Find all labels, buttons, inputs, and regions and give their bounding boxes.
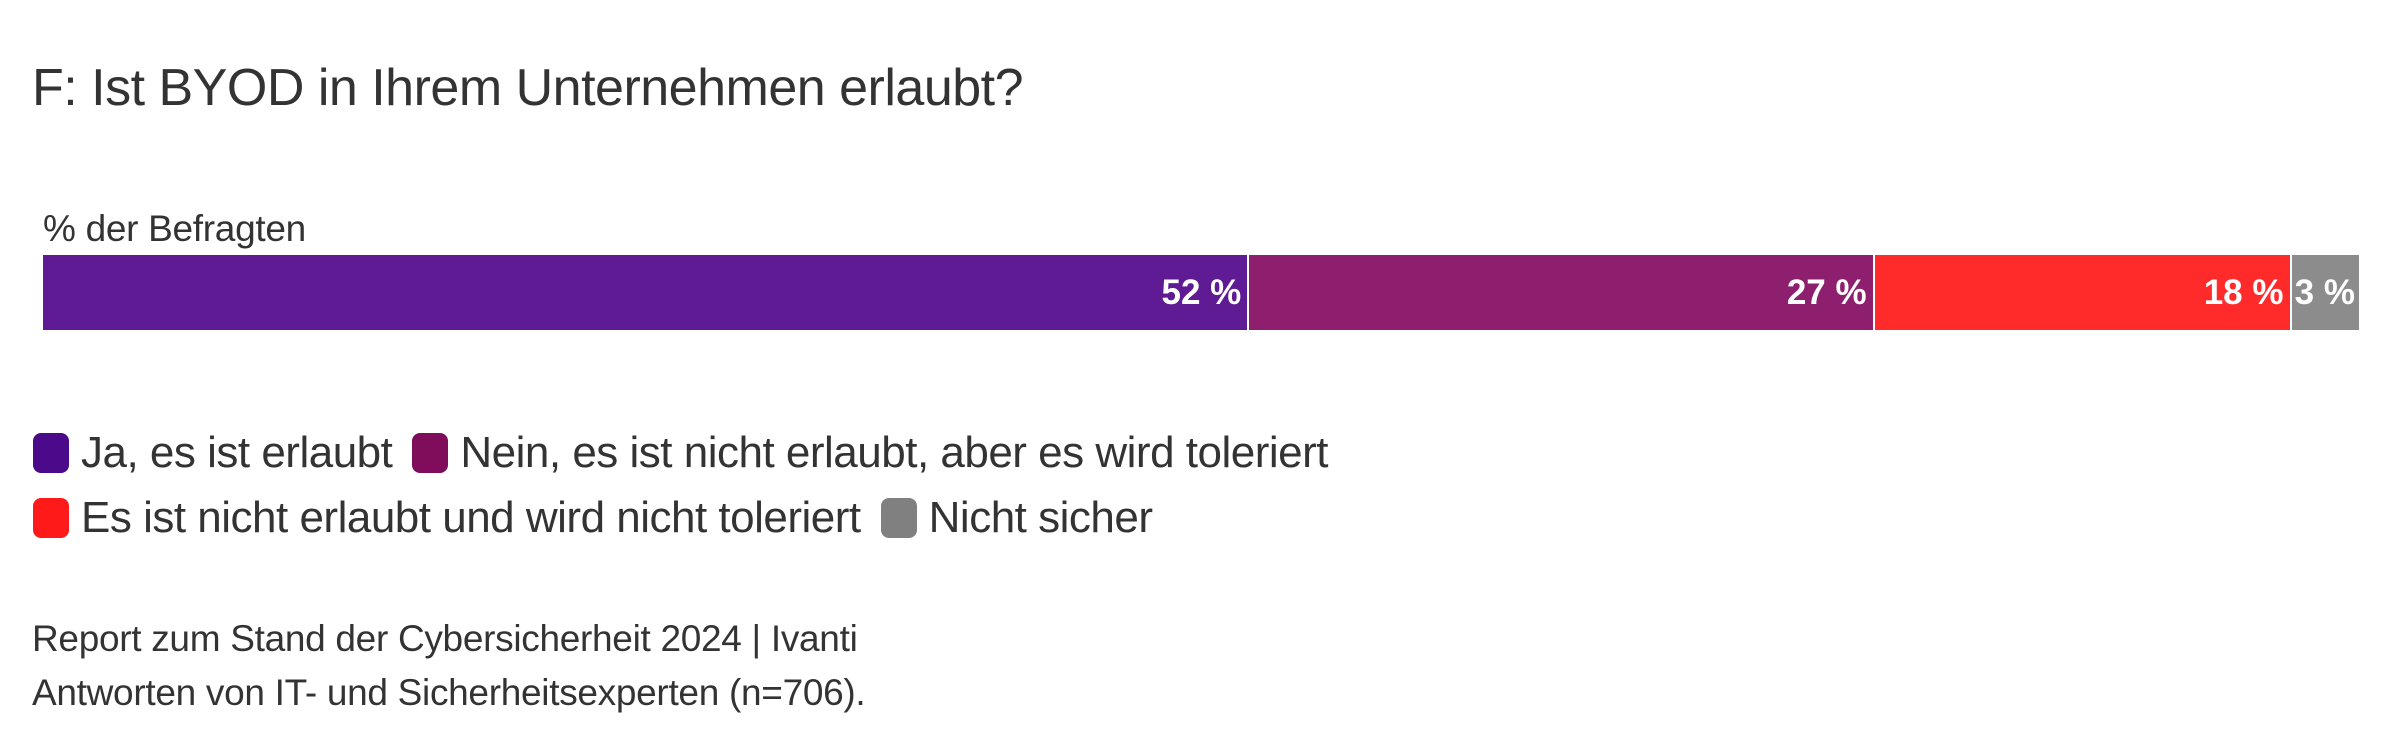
- legend-swatch: [412, 432, 449, 473]
- legend-label: Nicht sicher: [928, 492, 1153, 542]
- data-label: 52 %: [1161, 273, 1242, 312]
- data-label: 18 %: [2203, 273, 2284, 312]
- legend-swatch: [33, 432, 69, 473]
- legend-item-nein-toleriert[interactable]: Nein, es ist nicht erlaubt, aber es wird…: [412, 425, 1328, 481]
- legend-row: Es ist nicht erlaubt und wird nicht tole…: [33, 485, 1533, 550]
- legend-item-nicht-sicher[interactable]: Nicht sicher: [880, 490, 1153, 546]
- data-label: 27 %: [1786, 273, 1867, 312]
- legend-label: Es ist nicht erlaubt und wird nicht tole…: [81, 492, 861, 542]
- bar-segment: 52 %: [43, 255, 1248, 330]
- sample-note: Antworten von IT- und Sicherheitsexperte…: [32, 672, 866, 713]
- legend-item-ja[interactable]: Ja, es ist erlaubt: [33, 425, 393, 481]
- bar-segment: 27 %: [1249, 255, 1873, 330]
- legend-label: Nein, es ist nicht erlaubt, aber es wird…: [460, 427, 1328, 477]
- footer: Report zum Stand der Cybersicherheit 202…: [32, 612, 866, 720]
- legend-swatch: [33, 497, 69, 538]
- source-text: Report zum Stand der Cybersicherheit 202…: [32, 618, 858, 659]
- stacked-bar: 52 % 27 % 18 % 3 %: [43, 255, 2359, 330]
- bar-segment: 18 %: [1874, 255, 2290, 330]
- legend-row: Ja, es ist erlaubt Nein, es ist nicht er…: [33, 420, 1533, 485]
- category-label: % der Befragten: [43, 208, 306, 249]
- legend-item-nicht-toleriert[interactable]: Es ist nicht erlaubt und wird nicht tole…: [33, 490, 861, 546]
- data-label: 3 %: [2294, 273, 2355, 312]
- legend: Ja, es ist erlaubt Nein, es ist nicht er…: [33, 420, 1533, 550]
- chart-title: F: Ist BYOD in Ihrem Unternehmen erlaubt…: [32, 59, 1024, 117]
- legend-swatch: [880, 497, 917, 538]
- legend-label: Ja, es ist erlaubt: [81, 427, 393, 477]
- bar-segment: 3 %: [2291, 255, 2359, 330]
